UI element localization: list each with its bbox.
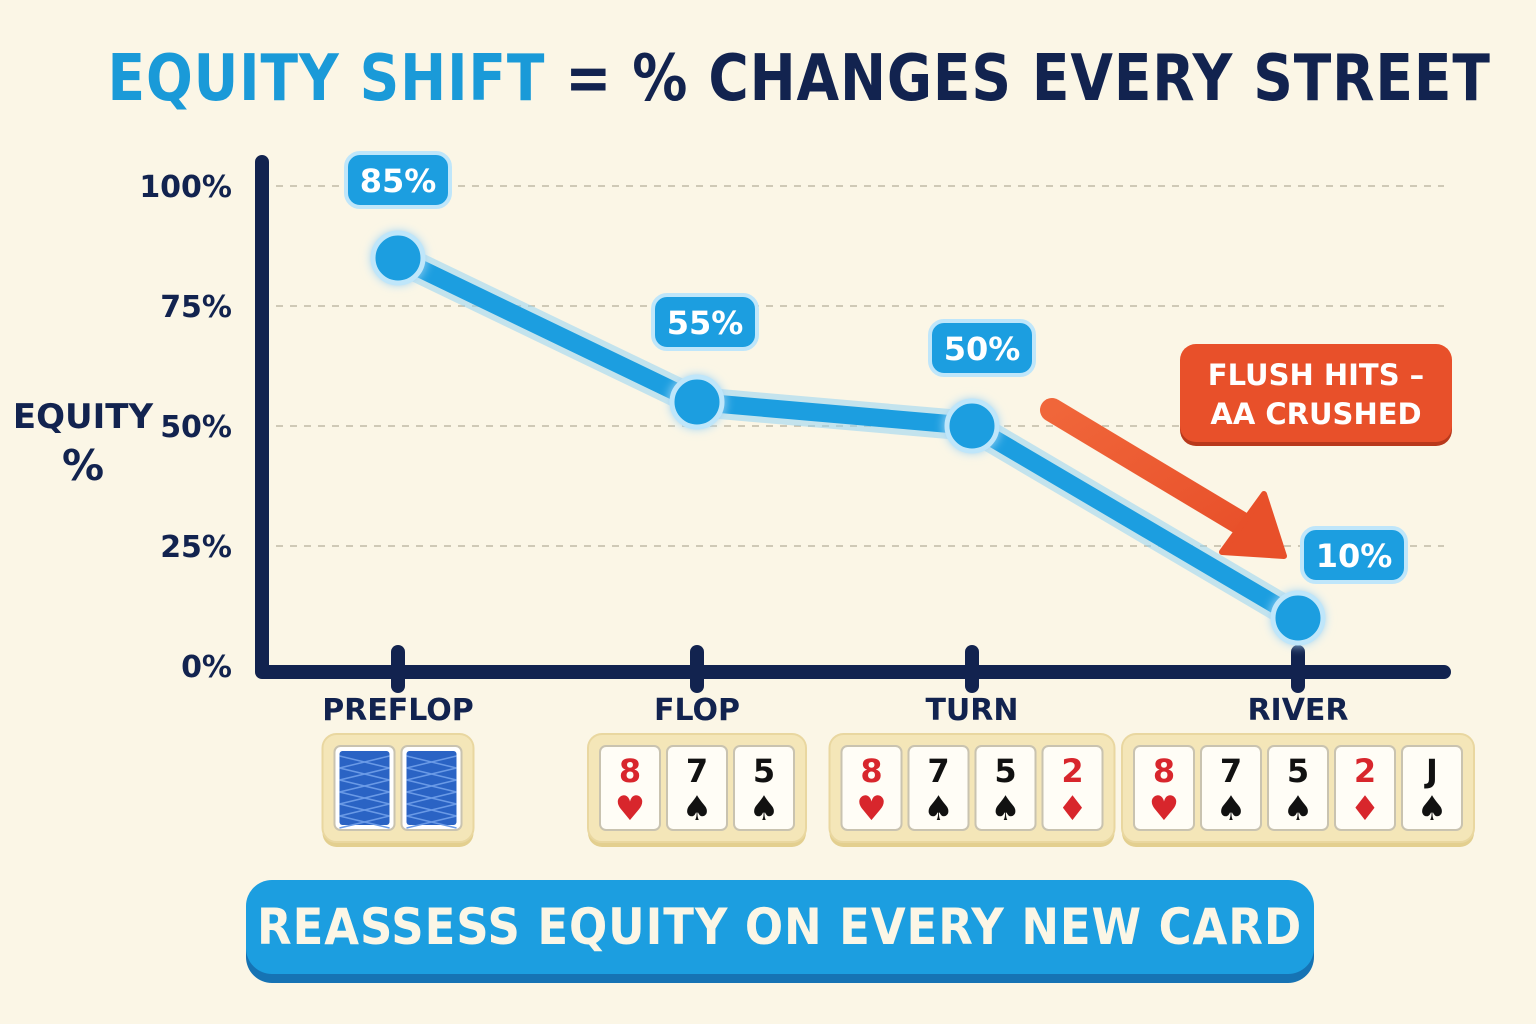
- card: [1267, 745, 1329, 831]
- card-suit: ♠: [1283, 789, 1313, 829]
- series-line-glow: [383, 243, 1313, 633]
- card-suit: ♠: [923, 789, 953, 829]
- data-label-pill: [344, 151, 452, 209]
- callout-arrow-shaft: [1040, 398, 1264, 542]
- data-point: [370, 230, 426, 286]
- card-rank: 5: [994, 752, 1016, 790]
- series-line: [389, 249, 1307, 627]
- title-rest: = % CHANGES EVERY STREET: [545, 42, 1491, 116]
- card: [907, 745, 970, 831]
- card-rank: 7: [927, 752, 949, 790]
- y-tick-label: 100%: [139, 170, 232, 205]
- card-rank: 5: [1287, 752, 1309, 790]
- card-suit: ♠: [990, 789, 1020, 829]
- card: [599, 745, 661, 831]
- data-label: 50%: [944, 330, 1021, 368]
- card-rank: 8: [619, 752, 641, 790]
- footer-text: REASSESS EQUITY ON EVERY NEW CARD: [257, 898, 1303, 956]
- callout-arrow-head: [1219, 491, 1287, 559]
- data-point: [669, 374, 725, 430]
- data-label: 10%: [1316, 537, 1393, 575]
- y-axis-title: EQUITY: [13, 397, 154, 437]
- card-suit: ♦: [1057, 789, 1087, 829]
- card-suit: ♥: [856, 789, 886, 829]
- y-axis-title: %: [62, 441, 104, 490]
- card: [666, 745, 728, 831]
- data-label-pill: [1300, 526, 1408, 584]
- card-back-hatch: [406, 779, 457, 793]
- card: [1334, 745, 1396, 831]
- card: [840, 745, 903, 831]
- equity-line-chart: 0% 25% 50% 75% 100% EQUITY% PREFLOP FLOP TURN RIV…: [13, 151, 1475, 847]
- card-suit: ♦: [1350, 789, 1380, 829]
- y-tick-label: 25%: [160, 530, 232, 565]
- title-accent: EQUITY SHIFT: [107, 42, 546, 116]
- card-rank: J: [1424, 752, 1438, 790]
- card-back-hatch: [339, 803, 390, 817]
- card-rank: 7: [686, 752, 708, 790]
- y-tick-label: 0%: [181, 650, 232, 685]
- data-point: [1270, 590, 1326, 646]
- card-rank: 8: [1153, 752, 1175, 790]
- axes: [255, 155, 1451, 679]
- x-category-label: TURN: [925, 693, 1018, 728]
- card-back-hatch: [339, 815, 390, 829]
- board-river: 8♥7♠5♠2♦J♠: [1121, 733, 1475, 847]
- x-category-label: PREFLOP: [322, 693, 474, 728]
- data-label: 55%: [667, 304, 744, 342]
- card: [733, 745, 795, 831]
- x-category-label: RIVER: [1247, 693, 1348, 728]
- card-back-hatch: [339, 779, 390, 793]
- data-label-pill: [651, 293, 759, 351]
- card-back-hatch: [339, 755, 390, 769]
- card: [1401, 745, 1463, 831]
- card-back-hatch: [406, 791, 457, 805]
- board-flop: 8♥7♠5♠: [587, 733, 807, 847]
- data-label: 85%: [360, 162, 437, 200]
- card-rank: 8: [860, 752, 882, 790]
- card-back-hatch: [406, 803, 457, 817]
- card-suit: ♥: [1149, 789, 1179, 829]
- footer-banner: REASSESS EQUITY ON EVERY NEW CARD: [246, 880, 1314, 974]
- card-back-hatch: [339, 791, 390, 805]
- card-suit: ♠: [1216, 789, 1246, 829]
- card: [1041, 745, 1104, 831]
- card-rank: 7: [1220, 752, 1242, 790]
- x-category-label: FLOP: [654, 693, 740, 728]
- y-tick-label: 50%: [160, 410, 232, 445]
- card: [1133, 745, 1195, 831]
- card-back-hatch: [406, 767, 457, 781]
- callout-box: [1180, 344, 1452, 442]
- chart-title: EQUITY SHIFT = % CHANGES EVERY STREET: [107, 42, 1490, 116]
- card-back-hatch: [406, 755, 457, 769]
- card: [974, 745, 1037, 831]
- data-label-pill: [928, 319, 1036, 377]
- callout-line: AA CRUSHED: [1210, 397, 1421, 431]
- card-suit: ♠: [1417, 789, 1447, 829]
- card-suit: ♥: [615, 789, 645, 829]
- card-suit: ♠: [682, 789, 712, 829]
- card: [1200, 745, 1262, 831]
- card-rank: 2: [1354, 752, 1376, 790]
- board-preflop: [321, 733, 475, 847]
- card-rank: 5: [753, 752, 775, 790]
- y-tick-label: 75%: [160, 290, 232, 325]
- card-suit: ♠: [749, 789, 779, 829]
- card-rank: 2: [1061, 752, 1083, 790]
- data-point: [944, 398, 1000, 454]
- card-back-hatch: [339, 767, 390, 781]
- board-turn: 8♥7♠5♠2♦: [828, 733, 1116, 847]
- card-back-hatch: [406, 815, 457, 829]
- callout-line: FLUSH HITS –: [1208, 358, 1424, 392]
